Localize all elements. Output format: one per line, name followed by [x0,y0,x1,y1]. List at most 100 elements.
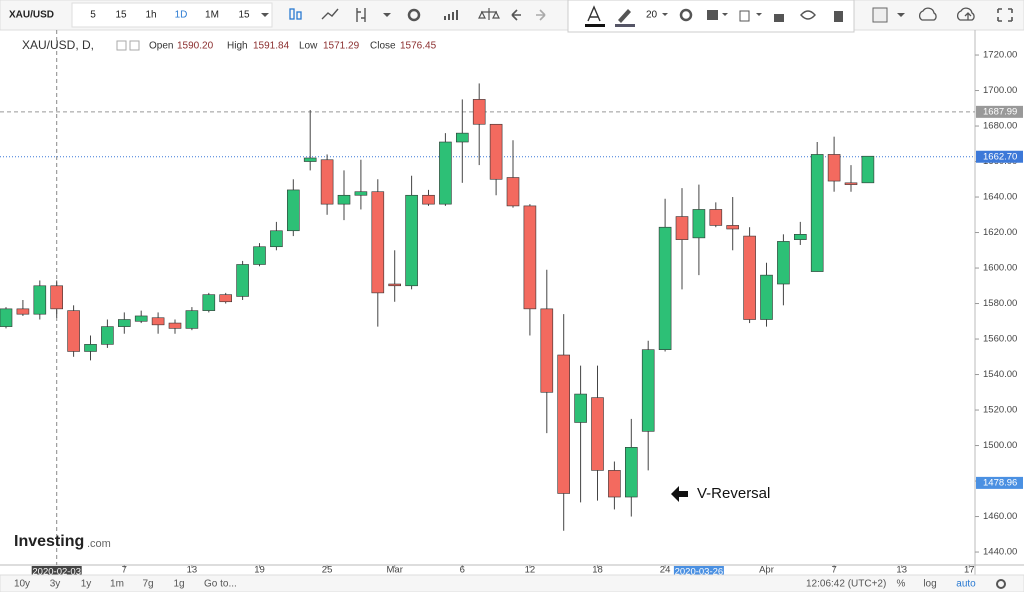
candle-body [202,294,216,311]
y-tick-label: 1640.00 [983,192,1017,203]
studies-icon[interactable] [444,10,458,20]
color-box[interactable] [872,7,888,23]
y-tick-label: 1440.00 [983,547,1017,558]
range-button[interactable]: 10y [14,579,30,590]
y-tick-label: 1680.00 [983,121,1017,132]
log-toggle[interactable]: log [923,579,936,590]
clone-icon[interactable] [739,10,750,22]
interval[interactable]: 15 [238,10,250,21]
visibility-icon[interactable] [800,10,816,20]
annotation-arrow [671,486,688,502]
cloud-load-icon[interactable] [918,7,937,21]
delete-icon[interactable] [834,11,843,22]
candle-body [219,294,232,303]
candle-body [506,177,520,207]
legend-icon[interactable] [116,40,127,51]
range-button[interactable]: 3y [50,579,61,590]
candle-body [472,99,486,125]
range-button[interactable]: 7g [142,579,153,590]
lock-icon[interactable] [774,14,784,22]
goto-button[interactable]: Go to... [204,579,237,590]
dropdown-icon[interactable] [722,13,728,16]
candle-body [286,189,300,232]
y-tick-label: 1600.00 [983,263,1017,274]
cursor-price-bg [976,476,1023,489]
dropdown-icon[interactable] [756,13,762,16]
candle-body [101,326,114,345]
interval-active[interactable]: 1D [175,10,188,21]
legend-label: Low [299,41,318,52]
settings-icon[interactable] [407,8,421,22]
percent-toggle[interactable]: % [897,579,906,590]
settings-icon[interactable] [679,8,693,22]
candle-body [67,310,80,352]
plot-area: V-Reversal [0,30,975,565]
x-tick-label: 13 [187,565,198,576]
candle-body [641,349,655,432]
fullscreen-icon[interactable] [997,8,1013,22]
candle-body [185,310,199,329]
interval[interactable]: 1M [205,10,219,21]
y-tick-label: 1460.00 [983,511,1017,522]
candle-body [608,470,621,498]
candle-body [793,234,807,240]
bottom-bar-bg [0,574,1024,592]
candle-body [726,225,740,230]
x-tick-label: 13 [896,565,907,576]
interval[interactable]: 15 [115,10,127,21]
range-button[interactable]: 1m [110,579,124,590]
price-label-bg [976,150,1023,163]
dropdown-icon[interactable] [897,13,905,17]
candle-body [371,191,385,294]
candle-body [118,319,131,327]
interval[interactable]: 5 [90,10,96,21]
symbol[interactable]: XAU/USD [9,10,54,21]
candle-body [84,344,97,352]
candle-body [743,235,756,320]
chart-type-icon[interactable] [289,8,302,20]
crosshair-label: 2020-02-03 [32,567,81,578]
x-tick-label: 25 [322,565,333,576]
settings-icon[interactable] [996,579,1006,589]
logo-brand: Investing [14,533,84,550]
dropdown-icon[interactable] [261,13,269,17]
candle-body [861,155,875,184]
candle-body [16,308,30,315]
x-tick-label: 7 [831,565,836,576]
undo-icon[interactable] [511,9,521,21]
dropdown-icon[interactable] [383,13,391,17]
candle-body [557,354,571,494]
x-tick-label: 7 [122,565,127,576]
bottom-bar: 10y 3y 1y 1m 7g 1g Go to... 12:06:42 (UT… [0,574,1024,592]
cursor-price: 1478.96 [983,477,1017,488]
compare-icon[interactable] [356,8,366,22]
candle-body [658,226,672,350]
x-tick-label: 6 [460,565,465,576]
fill-icon[interactable] [707,10,718,20]
balance-icon[interactable] [478,8,500,20]
dropdown-icon[interactable] [662,13,668,16]
candle-body [760,274,773,320]
candle-body [168,322,182,329]
range-button[interactable]: 1g [173,579,184,590]
pencil-icon[interactable] [618,9,631,23]
candle-body [151,317,165,326]
cloud-save-icon[interactable] [956,7,975,21]
legend-value: 1576.45 [400,41,437,52]
candle-body [270,230,283,248]
range-button[interactable]: 1y [81,579,92,590]
interval[interactable]: 1h [145,10,156,21]
y-tick-label: 1520.00 [983,405,1017,416]
text-color-icon[interactable] [587,5,601,22]
price-label: 1687.99 [983,106,1017,117]
legend-icon[interactable] [129,40,140,51]
auto-toggle[interactable]: auto [956,579,976,590]
x-tick-label: 24 [660,565,671,576]
y-tick-label: 1560.00 [983,334,1017,345]
drawing-toolbar: 20 [567,0,855,33]
candle-body [134,315,148,322]
font-size[interactable]: 20 [646,10,658,21]
indicator-icon[interactable] [321,8,339,20]
clock: 12:06:42 (UTC+2) [806,579,886,590]
redo-icon[interactable] [536,9,546,21]
